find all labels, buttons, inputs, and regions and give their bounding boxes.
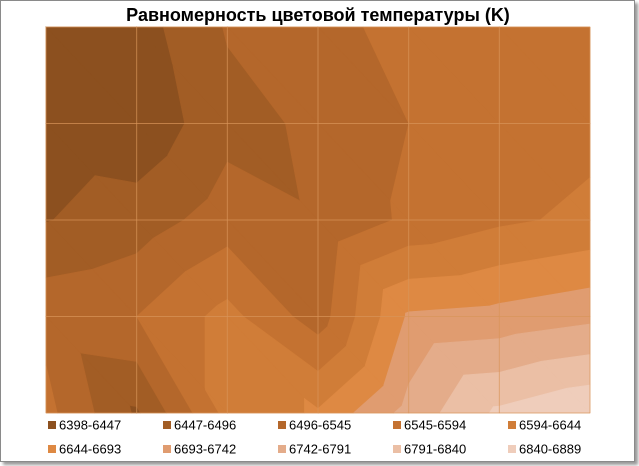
legend-swatch bbox=[163, 445, 171, 453]
legend-swatch bbox=[278, 445, 286, 453]
legend-swatch bbox=[48, 445, 56, 453]
legend: 6398-6447 6447-6496 6496-6545 6545-6594 6594… bbox=[48, 417, 581, 456]
legend-swatch bbox=[48, 421, 56, 429]
legend-label: 6545-6594 bbox=[404, 417, 466, 432]
legend-label: 6693-6742 bbox=[174, 441, 236, 456]
legend-label: 6594-6644 bbox=[519, 417, 581, 432]
legend-swatch bbox=[278, 421, 286, 429]
chart-title: Равномерность цветовой температуры (K) bbox=[126, 5, 510, 25]
legend-swatch bbox=[163, 421, 171, 429]
legend-label: 6840-6889 bbox=[519, 441, 581, 456]
legend-label: 6791-6840 bbox=[404, 441, 466, 456]
legend-label: 6398-6447 bbox=[59, 417, 121, 432]
legend-label: 6447-6496 bbox=[174, 417, 236, 432]
legend-label: 6742-6791 bbox=[289, 441, 351, 456]
legend-swatch bbox=[393, 445, 401, 453]
legend-swatch bbox=[508, 445, 516, 453]
legend-swatch bbox=[508, 421, 516, 429]
plot-area bbox=[45, 26, 591, 414]
legend-label: 6496-6545 bbox=[289, 417, 351, 432]
legend-label: 6644-6693 bbox=[59, 441, 121, 456]
legend-swatch bbox=[393, 421, 401, 429]
grid bbox=[45, 26, 591, 414]
